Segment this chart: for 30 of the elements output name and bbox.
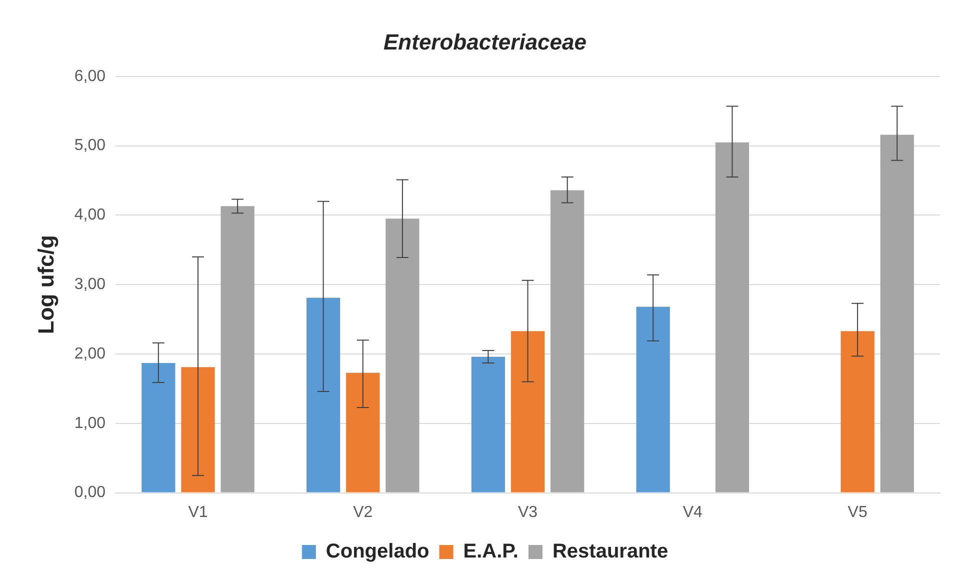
x-tick-label: V1 (188, 504, 208, 521)
bar (386, 218, 420, 492)
y-axis-title: Log ufc/g (33, 235, 58, 334)
y-tick-label: 0,00 (74, 484, 106, 502)
legend-label: Congelado (326, 540, 430, 563)
y-tick-label: 5,00 (74, 137, 106, 154)
bar (636, 306, 670, 492)
bar (880, 134, 914, 492)
y-tick-label: 2,00 (74, 345, 106, 362)
legend-label: E.A.P. (463, 540, 518, 563)
bar (510, 331, 545, 492)
bar (550, 190, 584, 492)
y-tick-label: 3,00 (74, 276, 106, 294)
x-tick-label: V4 (682, 504, 703, 521)
bar (346, 372, 380, 492)
x-tick-label: V2 (353, 504, 373, 521)
bar (471, 356, 506, 492)
bar (220, 206, 254, 492)
bar (306, 298, 340, 492)
y-tick-label: 6,00 (74, 68, 106, 85)
legend-label: Restaurante (552, 540, 668, 563)
bar (181, 367, 215, 492)
bar (142, 363, 176, 492)
x-tick-label: V3 (518, 504, 538, 521)
bar (715, 142, 750, 492)
bar (840, 331, 874, 492)
chart-title: Enterobacteriaceae (384, 29, 586, 54)
y-tick-label: 1,00 (74, 414, 106, 432)
x-tick-label: V5 (848, 504, 868, 521)
y-tick-label: 4,00 (74, 206, 106, 224)
